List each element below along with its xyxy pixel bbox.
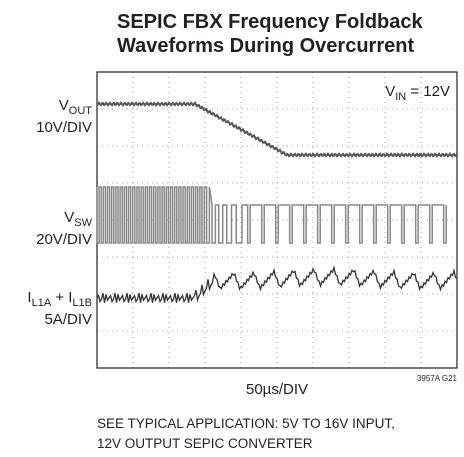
trace-label: IL1A + IL1B bbox=[27, 289, 92, 309]
trace-label: VSW bbox=[64, 209, 92, 229]
label-text: V bbox=[64, 209, 74, 226]
cond-text: V bbox=[385, 83, 395, 100]
cond-sub: IN bbox=[395, 91, 406, 103]
trace-label: VOUT bbox=[59, 97, 93, 117]
current-trace bbox=[96, 264, 458, 304]
vsw-trace bbox=[96, 186, 447, 244]
trace-scale: 20V/DIV bbox=[36, 231, 92, 248]
label-text: I bbox=[27, 289, 31, 306]
label-text: V bbox=[59, 97, 69, 114]
label-text: + I bbox=[51, 289, 72, 306]
scope-grid bbox=[97, 72, 457, 368]
cond-rest: = 12V bbox=[406, 83, 450, 100]
vout-trace bbox=[96, 100, 458, 158]
label-sub: L1B bbox=[72, 297, 92, 309]
figure-id: 3957A G21 bbox=[417, 374, 458, 383]
title-line: SEPIC FBX Frequency Foldback bbox=[117, 11, 424, 33]
trace-scale: 5A/DIV bbox=[44, 311, 92, 328]
waveforms bbox=[96, 100, 458, 304]
timebase: 50µs/DIV bbox=[246, 381, 308, 398]
note-line: 12V OUTPUT SEPIC CONVERTER bbox=[97, 436, 313, 451]
condition: VIN = 12V bbox=[385, 83, 450, 103]
label-sub: OUT bbox=[69, 105, 93, 117]
title-line: Waveforms During Overcurrent bbox=[117, 35, 414, 57]
trace-scale: 10V/DIV bbox=[36, 119, 92, 136]
note-line: SEE TYPICAL APPLICATION: 5V TO 16V INPUT… bbox=[97, 416, 395, 431]
label-sub: SW bbox=[74, 217, 92, 229]
label-sub: L1A bbox=[32, 297, 52, 309]
